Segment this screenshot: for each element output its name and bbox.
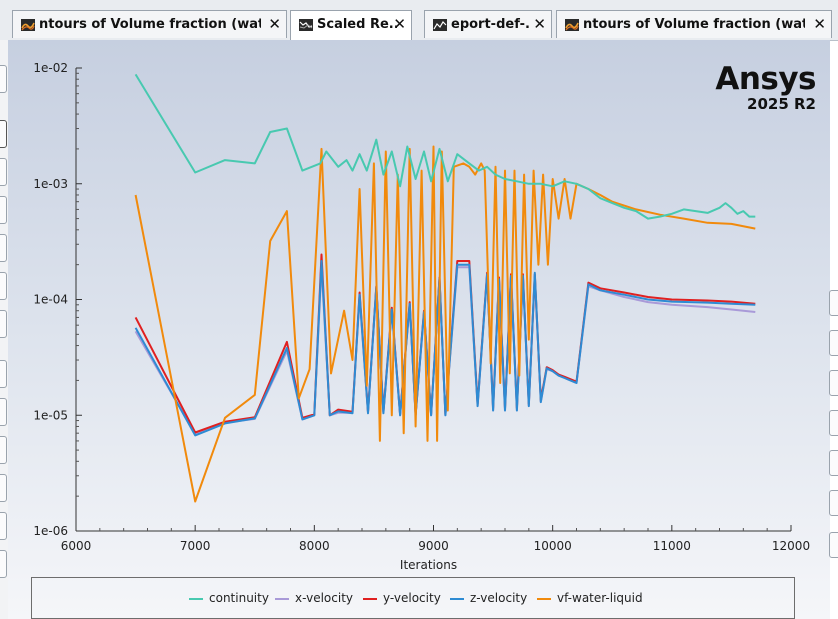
y-tick-label: 1e-04 [33,293,68,307]
ansys-logo: Ansys 2025 R2 [711,62,816,112]
graphics-window[interactable]: 1e-02 1e-03 1e-04 1e-05 1e-06 6000 7000 8000 900… [8,40,830,619]
tab-report-def[interactable]: eport-def-.. [424,10,552,38]
legend-swatch [363,597,377,600]
x-tick-label: 7000 [180,539,211,553]
legend-label: vf-water-liquid [557,591,643,605]
legend-label: continuity [209,591,269,605]
x-tick-label: 10000 [534,539,572,553]
tab-bar: ntours of Volume fraction (water-l Scale… [0,0,838,41]
y-tick-label: 1e-05 [33,408,68,422]
tab-label: ntours of Volume fraction (water-l [583,17,805,32]
toolbar-button[interactable] [0,65,7,93]
toolbar-button[interactable] [0,398,7,426]
toolbar-button[interactable] [0,234,7,262]
x-axis-title: Iterations [400,558,457,572]
chart-legend: continuity x-velocity y-velocity z-veloc… [31,577,795,619]
series-line-vf-water-liquid [134,145,756,503]
legend-item-y-velocity: y-velocity [363,591,441,605]
series-line-z-velocity [134,260,756,437]
legend-label: y-velocity [383,591,441,605]
toolbar-button[interactable] [0,474,7,502]
toolbar-button[interactable] [0,272,7,300]
series-line-continuity [134,73,756,220]
y-tick-label: 1e-02 [33,61,68,75]
side-button[interactable] [829,370,838,396]
toolbar-button[interactable] [0,196,7,224]
toolbar-button[interactable] [0,120,7,148]
legend-item-x-velocity: x-velocity [275,591,353,605]
x-tick-label: 6000 [61,539,92,553]
toolbar-button[interactable] [0,360,7,388]
tab-label: Scaled Re... [317,17,397,32]
legend-item-vf-water-liquid: vf-water-liquid [537,591,643,605]
report-plot-icon [433,19,447,31]
tab-contours-volume-fraction-2[interactable]: ntours of Volume fraction (water-l [556,10,832,38]
legend-label: z-velocity [470,591,528,605]
logo-version: 2025 R2 [747,95,816,113]
toolbar-button[interactable] [0,310,7,338]
y-tick-label: 1e-03 [33,177,68,191]
residuals-plot-icon [299,19,313,31]
toolbar-button[interactable] [0,436,7,464]
x-tick-label: 11000 [653,539,691,553]
side-button[interactable] [829,410,838,436]
y-tick-label: 1e-06 [33,524,68,538]
side-button[interactable] [829,450,838,476]
toolbar-button[interactable] [0,550,7,578]
legend-item-continuity: continuity [189,591,269,605]
legend-label: x-velocity [295,591,354,605]
x-tick-label: 8000 [299,539,330,553]
contour-plot-icon [21,19,35,31]
x-tick-label: 9000 [418,539,449,553]
side-button[interactable] [829,532,838,558]
legend-item-z-velocity: z-velocity [450,591,527,605]
side-button[interactable] [829,490,838,516]
legend-swatch [275,597,289,600]
toolbar-button[interactable] [0,512,7,540]
left-toolbar [0,40,8,619]
tab-contours-volume-fraction-1[interactable]: ntours of Volume fraction (water-l [12,10,287,38]
x-tick-label: 12000 [772,539,810,553]
logo-brand: Ansys [715,61,816,97]
contour-plot-icon [565,19,579,31]
close-icon[interactable] [268,15,281,33]
legend-swatch [189,597,203,600]
legend-swatch [537,597,551,600]
legend-swatch [450,597,464,600]
close-icon[interactable] [393,15,406,33]
close-icon[interactable] [813,15,826,33]
close-icon[interactable] [533,15,546,33]
toolbar-button[interactable] [0,158,7,186]
side-button[interactable] [829,330,838,356]
tab-label: eport-def-.. [451,17,529,32]
tab-scaled-residuals[interactable]: Scaled Re... [290,10,412,40]
tab-label: ntours of Volume fraction (water-l [39,17,261,32]
side-button[interactable] [829,290,838,316]
